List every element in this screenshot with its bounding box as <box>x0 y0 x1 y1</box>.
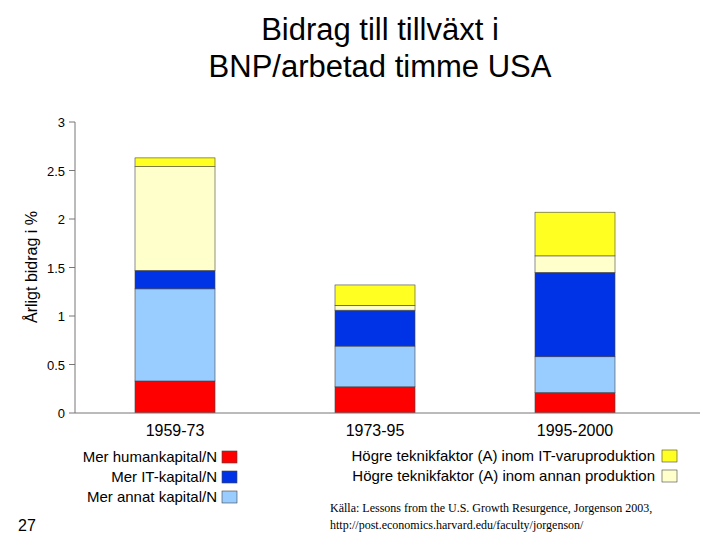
legend-swatch <box>662 470 677 482</box>
y-tick <box>69 316 75 317</box>
bar-segment <box>335 305 415 310</box>
bar-segment <box>135 158 215 167</box>
legend-swatch <box>662 450 677 462</box>
y-tick-label: 1 <box>58 309 65 324</box>
legend-label: Högre teknikfaktor (A) inom IT-varuprodu… <box>352 447 655 464</box>
source-line: Källa: Lessons from the U.S. Growth Resu… <box>330 501 652 515</box>
legend-swatch <box>222 491 237 503</box>
y-tick-label: 1.5 <box>47 261 65 276</box>
bar-segment <box>535 256 615 272</box>
x-axis <box>75 413 700 414</box>
y-tick-label: 2.5 <box>47 164 65 179</box>
bar-segment <box>335 346 415 387</box>
legend-label: Högre teknikfaktor (A) inom annan produk… <box>352 467 655 484</box>
y-tick <box>69 364 75 365</box>
source-note: Källa: Lessons from the U.S. Growth Resu… <box>330 501 652 532</box>
y-axis-label: Årligt bidrag i % <box>22 211 40 323</box>
bars <box>135 158 615 413</box>
y-axis <box>75 122 76 413</box>
bar-segment <box>335 387 415 413</box>
x-tick-label: 1959-73 <box>146 422 205 439</box>
legend-label: Mer humankapital/N <box>83 448 217 465</box>
bar-segment <box>135 289 215 381</box>
y-tick-label: 0.5 <box>47 358 65 373</box>
chart-root: Bidrag till tillväxt iBNP/arbetad timme … <box>0 0 720 540</box>
bar-segment <box>535 272 615 356</box>
chart-svg: Bidrag till tillväxt iBNP/arbetad timme … <box>0 0 720 540</box>
legend-swatch <box>222 471 237 483</box>
title-line: Bidrag till tillväxt i <box>261 12 499 47</box>
bar-segment <box>535 357 615 393</box>
bar-segment <box>535 212 615 256</box>
bar-segment <box>335 310 415 346</box>
bar-segment <box>535 393 615 413</box>
y-tick-label: 0 <box>58 406 65 421</box>
page-number: 27 <box>18 517 36 534</box>
bar-segment <box>135 167 215 271</box>
y-tick <box>69 122 75 123</box>
bar-segment <box>135 381 215 413</box>
source-line: http://post.economics.harvard.edu/facult… <box>330 518 584 532</box>
y-tick <box>69 413 75 414</box>
bar-segment <box>335 285 415 305</box>
y-tick <box>69 219 75 220</box>
legend-label: Mer annat kapital/N <box>87 488 217 505</box>
y-tick <box>69 267 75 268</box>
legend-swatch <box>222 451 237 463</box>
y-tick-label: 2 <box>58 212 65 227</box>
y-tick-label: 3 <box>58 115 65 130</box>
title-line: BNP/arbetad timme USA <box>209 49 552 84</box>
bar-segment <box>135 270 215 288</box>
title: Bidrag till tillväxt iBNP/arbetad timme … <box>209 12 552 84</box>
x-tick-label: 1973-95 <box>346 422 405 439</box>
legend-label: Mer IT-kapital/N <box>111 468 217 485</box>
y-tick <box>69 170 75 171</box>
x-tick-label: 1995-2000 <box>537 422 614 439</box>
